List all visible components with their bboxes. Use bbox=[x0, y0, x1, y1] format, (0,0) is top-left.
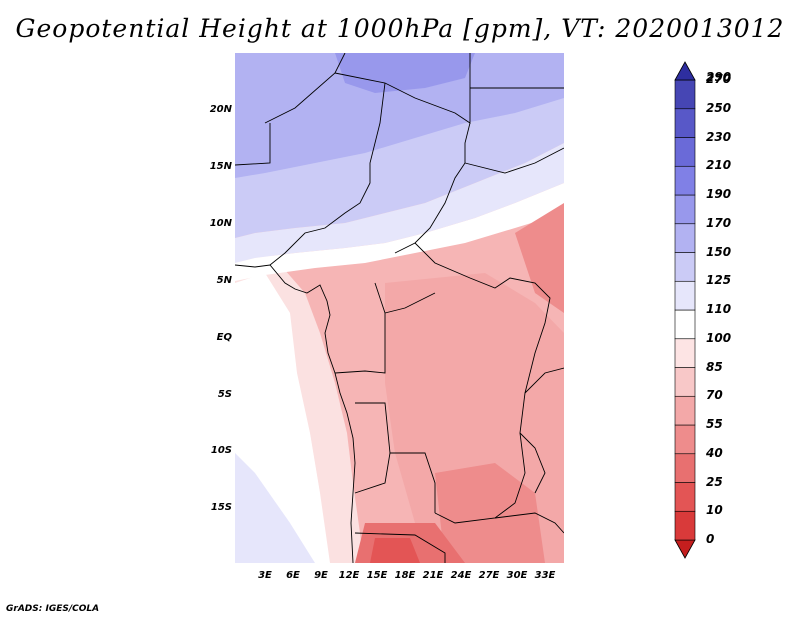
colorbar-label: 25 bbox=[706, 474, 723, 489]
colorbar-label: 110 bbox=[706, 302, 732, 316]
colorbar-swatch bbox=[674, 510, 696, 541]
colorbar-min-triangle bbox=[674, 539, 696, 559]
colorbar-swatch bbox=[674, 79, 696, 110]
height-field bbox=[235, 53, 564, 563]
lon-label-21e: 21E bbox=[422, 570, 444, 581]
footer-credit: GrADS: IGES/COLA bbox=[6, 604, 100, 614]
colorbar-label: 150 bbox=[706, 244, 732, 259]
colorbar-swatch bbox=[674, 194, 696, 225]
lon-label-6e: 6E bbox=[286, 570, 300, 581]
colorbar-swatch bbox=[674, 309, 696, 340]
colorbar-swatch bbox=[674, 424, 696, 455]
lon-label-12e: 12E bbox=[338, 570, 360, 581]
colorbar-max-triangle bbox=[674, 61, 696, 81]
colorbar-label: 190 bbox=[706, 187, 732, 201]
colorbar-swatch bbox=[674, 395, 696, 426]
colorbar-swatch bbox=[674, 453, 696, 483]
colorbar-swatch bbox=[674, 137, 696, 167]
colorbar-label: 0 bbox=[706, 532, 715, 546]
lon-label-3e: 3E bbox=[258, 570, 272, 581]
colorbar-swatch bbox=[674, 338, 696, 368]
colorbar-label: 230 bbox=[706, 129, 732, 144]
colorbar-label: 270 bbox=[706, 72, 732, 86]
map-plot-area bbox=[235, 53, 564, 563]
lon-label-9e: 9E bbox=[314, 570, 328, 581]
lat-label-10s: 10S bbox=[210, 445, 232, 456]
colorbar-label: 100 bbox=[706, 330, 732, 345]
colorbar-label: 10 bbox=[706, 503, 723, 518]
colorbar bbox=[674, 61, 696, 559]
colorbar-swatch bbox=[674, 482, 696, 512]
colorbar-label: 250 bbox=[706, 100, 732, 115]
lat-label-eq: EQ bbox=[216, 332, 232, 343]
colorbar-swatch bbox=[674, 223, 696, 253]
colorbar-label: 170 bbox=[706, 215, 732, 230]
colorbar-label: 85 bbox=[706, 359, 723, 374]
lon-label-24e: 24E bbox=[450, 570, 472, 581]
colorbar-swatch bbox=[674, 108, 696, 138]
lon-label-30e: 30E bbox=[506, 570, 528, 581]
lat-label-15s: 15S bbox=[210, 502, 232, 513]
coastlines-borders bbox=[235, 53, 564, 563]
lon-label-18e: 18E bbox=[394, 570, 416, 581]
colorbar-swatch bbox=[674, 280, 696, 311]
lat-label-5n: 5N bbox=[216, 275, 232, 286]
lat-label-15n: 15N bbox=[209, 161, 232, 172]
colorbar-swatch bbox=[674, 252, 696, 282]
colorbar-label: 55 bbox=[706, 417, 723, 431]
colorbar-label: 210 bbox=[706, 158, 732, 173]
lat-label-20n: 20N bbox=[209, 104, 232, 115]
map-title: Geopotential Height at 1000hPa [gpm], VT… bbox=[15, 14, 785, 43]
colorbar-label: 290 bbox=[706, 70, 732, 84]
colorbar-swatch bbox=[674, 367, 696, 397]
colorbar-label: 40 bbox=[706, 445, 723, 460]
colorbar-label: 70 bbox=[706, 388, 723, 403]
lon-label-15e: 15E bbox=[366, 570, 388, 581]
colorbar-label: 125 bbox=[706, 273, 732, 288]
lat-label-5s: 5S bbox=[217, 389, 232, 400]
colorbar-swatch bbox=[674, 165, 696, 196]
lon-label-27e: 27E bbox=[478, 570, 500, 581]
lat-label-10n: 10N bbox=[209, 218, 232, 229]
lon-label-33e: 33E bbox=[534, 570, 556, 581]
